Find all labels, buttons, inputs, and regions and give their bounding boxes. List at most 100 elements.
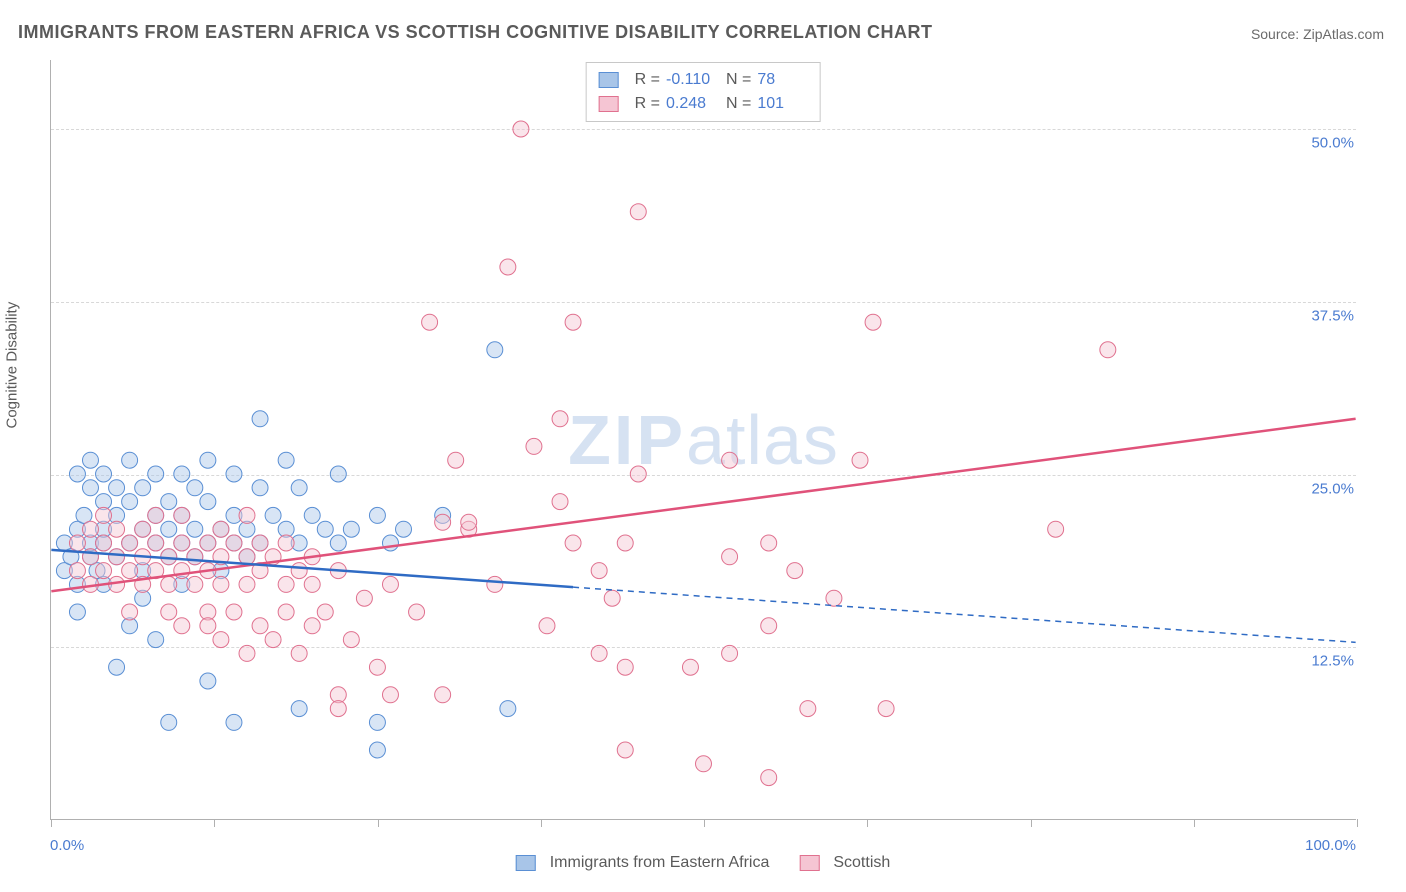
data-point <box>187 480 203 496</box>
chart-svg <box>51 60 1356 819</box>
data-point <box>565 314 581 330</box>
xtick <box>1357 819 1358 827</box>
data-point <box>278 604 294 620</box>
data-point <box>148 535 164 551</box>
data-point <box>252 480 268 496</box>
x-axis-label-left: 0.0% <box>50 837 84 854</box>
data-point <box>604 590 620 606</box>
data-point <box>369 742 385 758</box>
data-point <box>96 535 112 551</box>
data-point <box>382 576 398 592</box>
data-point <box>187 576 203 592</box>
series-label-pink: Scottish <box>833 854 890 872</box>
data-point <box>591 645 607 661</box>
source-link[interactable]: ZipAtlas.com <box>1303 26 1384 42</box>
data-point <box>865 314 881 330</box>
data-point <box>96 466 112 482</box>
data-point <box>213 576 229 592</box>
data-point <box>109 521 125 537</box>
data-point <box>135 480 151 496</box>
data-point <box>148 466 164 482</box>
data-point <box>239 576 255 592</box>
data-point <box>265 507 281 523</box>
trend-line-scottish <box>51 419 1355 591</box>
data-point <box>135 521 151 537</box>
legend-item-eastern-africa: Immigrants from Eastern Africa <box>516 854 770 872</box>
n-label: N = <box>726 92 751 116</box>
data-point <box>330 466 346 482</box>
data-point <box>356 590 372 606</box>
n-value-pink: 101 <box>757 92 807 116</box>
data-point <box>252 618 268 634</box>
data-point <box>591 563 607 579</box>
xtick <box>1194 819 1195 827</box>
legend-row-eastern-africa: R = -0.110 N = 78 <box>599 68 808 92</box>
data-point <box>213 521 229 537</box>
data-point <box>278 576 294 592</box>
data-point <box>317 521 333 537</box>
y-axis-label: Cognitive Disability <box>4 302 21 429</box>
data-point <box>69 563 85 579</box>
data-point <box>200 452 216 468</box>
data-point <box>330 701 346 717</box>
data-point <box>148 507 164 523</box>
data-point <box>1100 342 1116 358</box>
data-point <box>291 480 307 496</box>
data-point <box>96 507 112 523</box>
data-point <box>213 632 229 648</box>
legend-statistics: R = -0.110 N = 78 R = 0.248 N = 101 <box>586 62 821 122</box>
xtick <box>51 819 52 827</box>
data-point <box>787 563 803 579</box>
r-label: R = <box>635 68 660 92</box>
data-point <box>696 756 712 772</box>
data-point <box>226 604 242 620</box>
data-point <box>343 632 359 648</box>
data-point <box>396 521 412 537</box>
data-point <box>826 590 842 606</box>
data-point <box>69 466 85 482</box>
data-point <box>435 687 451 703</box>
data-point <box>122 604 138 620</box>
n-label: N = <box>726 68 751 92</box>
data-point <box>226 535 242 551</box>
data-point <box>617 659 633 675</box>
data-point <box>122 535 138 551</box>
data-point <box>409 604 425 620</box>
data-point <box>369 659 385 675</box>
data-point <box>200 618 216 634</box>
r-label: R = <box>635 92 660 116</box>
xtick <box>1031 819 1032 827</box>
data-point <box>82 521 98 537</box>
data-point <box>109 659 125 675</box>
data-point <box>617 535 633 551</box>
xtick <box>378 819 379 827</box>
plot-area: ZIPatlas 12.5%25.0%37.5%50.0% <box>50 60 1356 820</box>
data-point <box>69 604 85 620</box>
data-point <box>174 507 190 523</box>
data-point <box>226 714 242 730</box>
data-point <box>239 507 255 523</box>
data-point <box>487 576 503 592</box>
chart-title: IMMIGRANTS FROM EASTERN AFRICA VS SCOTTI… <box>18 22 933 43</box>
data-point <box>343 521 359 537</box>
data-point <box>278 452 294 468</box>
data-point <box>382 687 398 703</box>
trend-line-eastern-africa-extrapolated <box>573 587 1356 642</box>
n-value-blue: 78 <box>757 68 807 92</box>
data-point <box>278 535 294 551</box>
data-point <box>187 521 203 537</box>
data-point <box>526 438 542 454</box>
data-point <box>252 411 268 427</box>
data-point <box>617 742 633 758</box>
data-point <box>291 645 307 661</box>
data-point <box>761 618 777 634</box>
data-point <box>382 535 398 551</box>
legend-item-scottish: Scottish <box>799 854 890 872</box>
data-point <box>161 604 177 620</box>
data-point <box>291 701 307 717</box>
data-point <box>722 549 738 565</box>
data-point <box>304 507 320 523</box>
source-attribution: Source: ZipAtlas.com <box>1251 26 1384 42</box>
data-point <box>317 604 333 620</box>
data-point <box>174 563 190 579</box>
